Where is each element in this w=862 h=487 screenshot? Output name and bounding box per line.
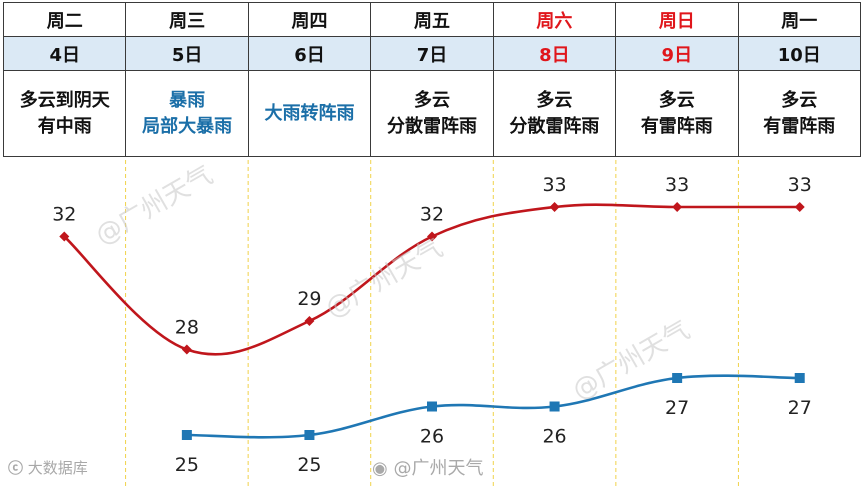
high-temp-label: 28 bbox=[175, 317, 199, 339]
low-temp-label: 26 bbox=[542, 426, 566, 448]
low-temp-label: 25 bbox=[175, 454, 199, 476]
weekday-cell: 周六 bbox=[492, 2, 617, 37]
high-temp-marker bbox=[59, 231, 70, 242]
weather-line-1: 大雨转阵雨 bbox=[264, 102, 355, 124]
weibo-logo-icon: ⓒ bbox=[8, 459, 24, 477]
low-temp-label: 27 bbox=[788, 397, 812, 419]
high-temp-label: 32 bbox=[420, 204, 444, 226]
weather-cell: 多云 分散雷阵雨 bbox=[492, 70, 617, 157]
weather-line-2: 分散雷阵雨 bbox=[386, 115, 477, 137]
weather-line-2: 有雷阵雨 bbox=[640, 115, 713, 137]
high-temp-marker bbox=[672, 202, 683, 212]
date-cell: 5日 bbox=[125, 36, 249, 71]
weather-line-1: 多云 bbox=[781, 89, 818, 111]
weather-cell: 暴雨 局部大暴雨 bbox=[125, 70, 249, 157]
weather-cell: 多云 有雷阵雨 bbox=[737, 70, 862, 157]
high-temp-marker bbox=[549, 202, 560, 212]
date-cell: 10日 bbox=[737, 36, 862, 71]
weather-line-2: 分散雷阵雨 bbox=[509, 115, 600, 137]
weibo-handle-text: @广州天气 bbox=[393, 458, 484, 479]
forecast-table: 周二 周三 周四 周五 周六 周日 周一 4日 5日 6日 7日 8日 9日 10日 多云到阴天 有中雨暴… bbox=[2, 2, 862, 157]
high-temp-label: 32 bbox=[52, 204, 76, 226]
date-cell: 7日 bbox=[370, 36, 494, 71]
weather-line-1: 多云 bbox=[413, 89, 450, 111]
weather-line-1: 多云到阴天 bbox=[19, 89, 110, 111]
high-temp-label: 33 bbox=[665, 174, 689, 196]
date-cell: 9日 bbox=[615, 36, 739, 71]
low-temp-label: 26 bbox=[420, 426, 444, 448]
temperature-chart: 32 28 29 32 33 33 33 25 25 26 26 27 27 bbox=[52, 160, 812, 487]
weekday-cell: 周三 bbox=[125, 2, 249, 37]
weather-line-2: 局部大暴雨 bbox=[142, 115, 233, 137]
low-temp-marker bbox=[181, 430, 192, 440]
weather-cell: 多云 有雷阵雨 bbox=[615, 70, 739, 157]
weekday-cell: 周日 bbox=[615, 2, 739, 37]
temperature-line-low bbox=[186, 374, 800, 439]
footer-left-text: 大数据库 bbox=[27, 459, 88, 477]
low-temp-marker bbox=[304, 430, 315, 440]
low-temp-marker bbox=[549, 401, 560, 412]
date-cell: 6日 bbox=[247, 36, 372, 71]
high-temp-marker bbox=[304, 316, 315, 326]
weather-line-1: 多云 bbox=[658, 89, 695, 111]
weather-cell: 多云到阴天 有中雨 bbox=[2, 70, 127, 157]
low-temp-marker bbox=[672, 373, 683, 383]
low-temp-marker bbox=[794, 373, 805, 383]
weather-line-2: 有雷阵雨 bbox=[763, 115, 836, 137]
date-cell: 8日 bbox=[492, 36, 617, 71]
high-temp-marker bbox=[794, 202, 805, 212]
weekday-cell: 周四 bbox=[247, 2, 372, 37]
footer-left-watermark: ⓒ 大数据库 bbox=[8, 457, 88, 478]
low-temp-marker bbox=[427, 401, 437, 412]
high-temp-label: 33 bbox=[542, 174, 566, 196]
weekday-row: 周二 周三 周四 周五 周六 周日 周一 bbox=[2, 2, 862, 37]
low-temp-label: 27 bbox=[665, 397, 689, 419]
weekday-cell: 周二 bbox=[2, 2, 127, 37]
weekday-cell: 周五 bbox=[370, 2, 494, 37]
weather-line-1: 暴雨 bbox=[169, 89, 206, 111]
date-cell: 4日 bbox=[2, 36, 127, 71]
low-temp-label: 25 bbox=[297, 454, 321, 476]
high-temp-marker bbox=[427, 231, 437, 242]
high-temp-label: 33 bbox=[788, 174, 812, 196]
weather-line-2: 有中雨 bbox=[37, 115, 92, 137]
high-temp-marker bbox=[181, 344, 192, 355]
weather-row: 多云到阴天 有中雨 暴雨 局部大暴雨 大雨转阵雨 多云 分散雷阵雨 多云 分散雷阵雨 多云 有雷阵雨… bbox=[2, 70, 862, 157]
weather-line-1: 多云 bbox=[536, 89, 573, 111]
weekday-cell: 周一 bbox=[737, 2, 862, 37]
date-row: 4日 5日 6日 7日 8日 9日 10日 bbox=[2, 36, 862, 71]
weibo-eye-icon: ◉ bbox=[372, 458, 388, 479]
high-temp-label: 29 bbox=[297, 288, 321, 310]
weather-cell: 多云 分散雷阵雨 bbox=[370, 70, 494, 157]
weibo-handle-watermark: ◉ @广州天气 bbox=[372, 454, 483, 480]
weather-cell: 大雨转阵雨 bbox=[247, 70, 372, 157]
